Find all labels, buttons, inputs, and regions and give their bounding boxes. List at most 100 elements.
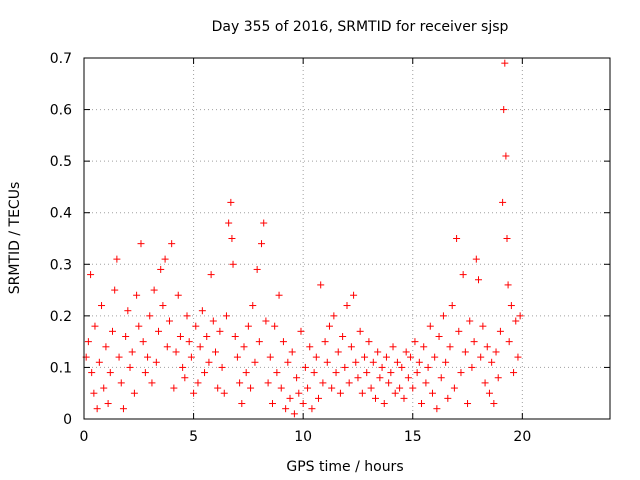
y-tick-label: 0.4 <box>50 206 72 222</box>
data-point <box>108 327 116 335</box>
data-point <box>374 348 382 356</box>
data-point <box>385 379 393 387</box>
data-point <box>457 369 465 377</box>
data-point <box>398 363 406 371</box>
data-point <box>273 369 281 377</box>
data-point <box>369 358 377 366</box>
data-point <box>466 317 474 325</box>
data-point <box>339 332 347 340</box>
data-point <box>411 338 419 346</box>
data-point <box>382 353 390 361</box>
data-point <box>144 353 152 361</box>
data-point <box>126 363 134 371</box>
data-point <box>479 322 487 330</box>
data-point <box>249 302 257 310</box>
data-point <box>461 348 469 356</box>
data-point <box>428 389 436 397</box>
data-point <box>500 106 508 114</box>
data-point <box>308 405 316 413</box>
x-tick-labels: 0 5 10 15 20 <box>80 429 532 445</box>
data-point <box>503 235 511 242</box>
data-point <box>488 358 496 366</box>
data-point <box>194 379 202 387</box>
data-point <box>266 353 274 361</box>
data-point <box>93 405 101 413</box>
data-point <box>262 317 270 325</box>
data-point <box>315 394 323 402</box>
chart-title: Day 355 of 2016, SRMTID for receiver sjs… <box>212 19 509 35</box>
data-point <box>380 400 388 408</box>
data-point <box>502 152 510 160</box>
data-point <box>407 353 415 361</box>
data-point <box>367 384 375 392</box>
y-tick-label: 0.5 <box>50 154 72 170</box>
data-point <box>516 312 524 320</box>
data-point <box>347 343 355 351</box>
data-point <box>304 384 312 392</box>
data-point <box>334 348 342 356</box>
data-point <box>483 343 491 351</box>
data-point <box>470 338 478 346</box>
plot-frame <box>83 57 611 420</box>
data-point <box>472 255 480 263</box>
data-point <box>119 405 127 413</box>
data-point <box>420 343 428 351</box>
y-tick-label: 0.6 <box>50 103 72 119</box>
data-point <box>229 260 237 268</box>
data-point <box>490 400 498 408</box>
data-point <box>293 374 301 382</box>
data-point <box>282 405 290 413</box>
data-point <box>426 322 434 330</box>
data-point <box>251 358 259 366</box>
data-point <box>442 358 450 366</box>
data-point <box>475 276 482 284</box>
data-point <box>225 219 233 227</box>
data-point <box>317 281 325 289</box>
data-point <box>310 369 318 377</box>
data-point <box>155 327 163 335</box>
data-point <box>371 394 379 402</box>
data-point <box>124 307 132 315</box>
data-point <box>418 400 426 408</box>
data-point <box>321 338 329 346</box>
data-point <box>275 291 283 299</box>
data-point <box>505 338 513 346</box>
data-point <box>104 400 112 408</box>
data-point <box>242 369 250 377</box>
data-point <box>227 198 235 206</box>
data-point <box>512 317 520 325</box>
data-point <box>84 338 92 346</box>
data-point <box>284 358 292 366</box>
data-point <box>150 286 158 294</box>
data-point <box>448 302 456 310</box>
data-point <box>247 384 255 392</box>
data-point <box>95 358 103 366</box>
data-point <box>91 322 99 330</box>
data-point <box>165 317 173 325</box>
data-point <box>433 405 441 413</box>
data-point <box>391 389 399 397</box>
data-point <box>236 379 244 387</box>
data-point <box>415 358 423 366</box>
data-point <box>146 312 154 320</box>
data-point <box>312 353 320 361</box>
data-point <box>192 322 200 330</box>
data-point <box>161 255 169 263</box>
x-tick-label: 15 <box>404 429 422 445</box>
data-point <box>185 338 193 346</box>
data-point <box>319 379 327 387</box>
data-point <box>494 374 502 382</box>
data-point <box>102 343 110 351</box>
data-point <box>301 363 309 371</box>
data-point <box>179 363 187 371</box>
data-point <box>396 384 404 392</box>
data-point <box>115 353 123 361</box>
data-point <box>400 394 408 402</box>
data-point <box>176 332 184 340</box>
data-point <box>244 322 252 330</box>
y-axis-title: SRMTID / TECUs <box>7 182 23 295</box>
data-point <box>350 291 358 299</box>
data-point <box>240 343 248 351</box>
data-point <box>290 410 298 418</box>
